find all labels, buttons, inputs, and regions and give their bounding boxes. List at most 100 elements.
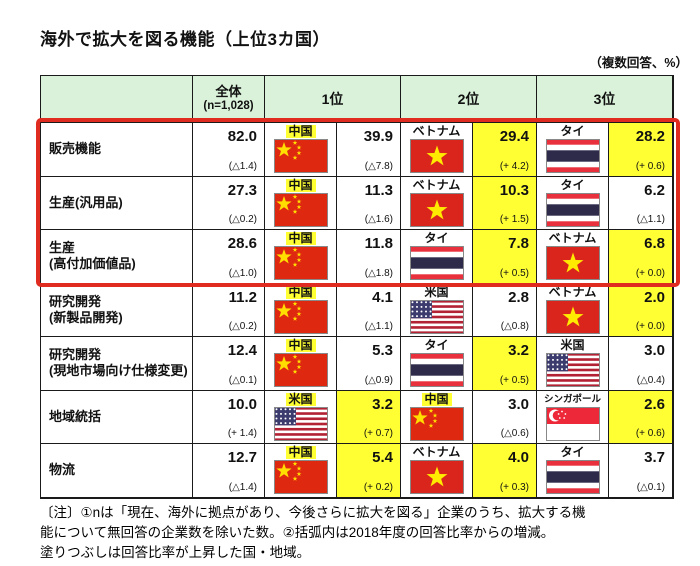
china-flag-icon	[273, 460, 328, 494]
cell-change: (+ 0.3)	[499, 481, 529, 493]
rank-country-cell: ベトナム	[401, 123, 473, 177]
cell-change: (△7.8)	[364, 160, 393, 172]
china-flag-icon	[273, 192, 328, 227]
header-empty-cell	[41, 76, 193, 123]
cell-value: 6.2	[644, 181, 665, 199]
vietnam-flag-icon	[409, 192, 464, 227]
cell-value: 2.6	[644, 395, 665, 413]
cell-value: 11.3	[364, 181, 393, 199]
rank-value-cell: 7.8 (+ 0.5)	[473, 230, 537, 284]
cell-change: (△0.1)	[228, 374, 257, 386]
row-label: 物流	[41, 444, 193, 498]
rank-value-cell: 6.8 (+ 0.0)	[609, 230, 673, 284]
cell-value: 12.4	[227, 342, 257, 359]
singapore-flag-icon	[545, 406, 600, 441]
cell-change: (△1.8)	[364, 267, 393, 279]
cell-change: (+ 0.5)	[499, 267, 529, 279]
cell-change: (+ 4.2)	[499, 160, 529, 172]
rank-country-cell: タイ	[537, 444, 609, 498]
cell-value: 29.4	[499, 128, 529, 145]
country-label: 中国	[285, 339, 316, 352]
cell-value: 82.0	[227, 128, 257, 145]
country-label: 中国	[421, 392, 452, 406]
cell-change: (+ 0.2)	[363, 481, 393, 493]
cell-value: 39.9	[363, 128, 393, 145]
rank-country-cell: 中国	[265, 123, 337, 177]
rank-country-cell: タイ	[401, 230, 473, 284]
overall-value-cell: 82.0 (△1.4)	[193, 123, 265, 177]
country-label: 中国	[285, 285, 316, 299]
cell-value: 5.4	[372, 449, 393, 466]
page-title: 海外で拡大を図る機能（上位3カ国）	[40, 30, 330, 49]
country-label: タイ	[560, 445, 585, 459]
rank-country-cell: 中国	[265, 444, 337, 498]
usa-flag-icon	[409, 299, 464, 334]
overall-value-cell: 28.6 (△1.0)	[193, 230, 265, 284]
row-label-line: (現地市場向け仕様変更)	[49, 363, 188, 379]
rank-country-cell: ベトナム	[401, 176, 473, 230]
china-flag-icon	[273, 299, 328, 334]
footnote-line: 能について無回答の企業数を除いた数。②括弧内は2018年度の回答比率からの増減。	[40, 525, 555, 540]
rank-country-cell: ベトナム	[537, 230, 609, 284]
rank-value-cell: 3.7 (△0.1)	[609, 444, 673, 498]
rank-value-cell: 5.4 (+ 0.2)	[337, 444, 401, 498]
footnote-line: 〔注〕①nは「現在、海外に拠点があり、今後さらに拡大を図る」企業のうち、拡大する…	[40, 505, 586, 520]
cell-change: (△1.4)	[228, 160, 257, 172]
country-label: タイ	[560, 124, 585, 138]
cell-value: 3.7	[644, 449, 665, 466]
country-label: タイ	[424, 338, 449, 352]
cell-change: (△1.6)	[364, 214, 393, 225]
country-label: ベトナム	[548, 231, 597, 245]
cell-value: 2.0	[644, 288, 665, 306]
footnote: 〔注〕①nは「現在、海外に拠点があり、今後さらに拡大を図る」企業のうち、拡大する…	[40, 503, 684, 563]
country-label: 米国	[560, 338, 585, 352]
vietnam-flag-icon	[545, 299, 600, 334]
cell-value: 3.2	[372, 395, 393, 413]
row-label: 地域統括	[41, 390, 193, 444]
cell-value: 11.8	[364, 235, 393, 252]
rank-country-cell: タイ	[537, 123, 609, 177]
row-label-line: 研究開発	[49, 347, 102, 363]
cell-value: 3.0	[644, 342, 665, 359]
country-label: 中国	[285, 178, 316, 192]
country-label: タイ	[424, 231, 449, 245]
rank-value-cell: 10.3 (+ 1.5)	[473, 176, 537, 230]
cell-change: (△0.8)	[500, 321, 529, 332]
rank-country-cell: タイ	[401, 337, 473, 391]
cell-change: (△0.2)	[228, 214, 257, 225]
thailand-flag-icon	[545, 192, 600, 227]
cell-change: (△1.1)	[636, 214, 665, 225]
cell-value: 28.2	[635, 128, 665, 145]
country-label: 中国	[285, 446, 316, 459]
cell-value: 4.1	[372, 288, 393, 306]
cell-value: 3.0	[508, 395, 529, 413]
header-rank1-cell: 1位	[265, 76, 401, 123]
cell-change: (+ 0.6)	[635, 428, 665, 439]
china-flag-icon	[273, 139, 328, 173]
cell-value: 11.2	[228, 288, 257, 306]
rank-country-cell: 中国	[265, 337, 337, 391]
cell-change: (△0.2)	[228, 321, 257, 332]
cell-change: (+ 1.4)	[227, 428, 257, 439]
rank-value-cell: 2.0 (+ 0.0)	[609, 283, 673, 337]
overall-value-cell: 11.2 (△0.2)	[193, 283, 265, 337]
row-label: 生産(汎用品)	[41, 176, 193, 230]
country-label: ベトナム	[548, 284, 597, 299]
cell-change: (+ 0.6)	[635, 160, 665, 172]
row-label-line: 物流	[49, 462, 76, 478]
country-label: シンガポール	[543, 393, 602, 405]
row-label-line: 生産	[49, 240, 76, 256]
header-overall-label: 全体	[215, 84, 242, 99]
usa-flag-icon	[545, 353, 600, 387]
rank-value-cell: 39.9 (△7.8)	[337, 123, 401, 177]
country-label: 米国	[424, 284, 449, 299]
cell-change: (△0.9)	[364, 374, 393, 386]
row-label-line: 販売機能	[49, 141, 102, 157]
cell-value: 10.3	[499, 181, 529, 199]
overall-value-cell: 27.3 (△0.2)	[193, 176, 265, 230]
overall-value-cell: 10.0 (+ 1.4)	[193, 390, 265, 444]
cell-value: 28.6	[227, 235, 257, 252]
table-grid: 全体 (n=1,028) 1位 2位 3位 販売機能 82.0 (△1.4) 中国 39…	[40, 75, 674, 499]
country-label: 米国	[285, 392, 316, 406]
